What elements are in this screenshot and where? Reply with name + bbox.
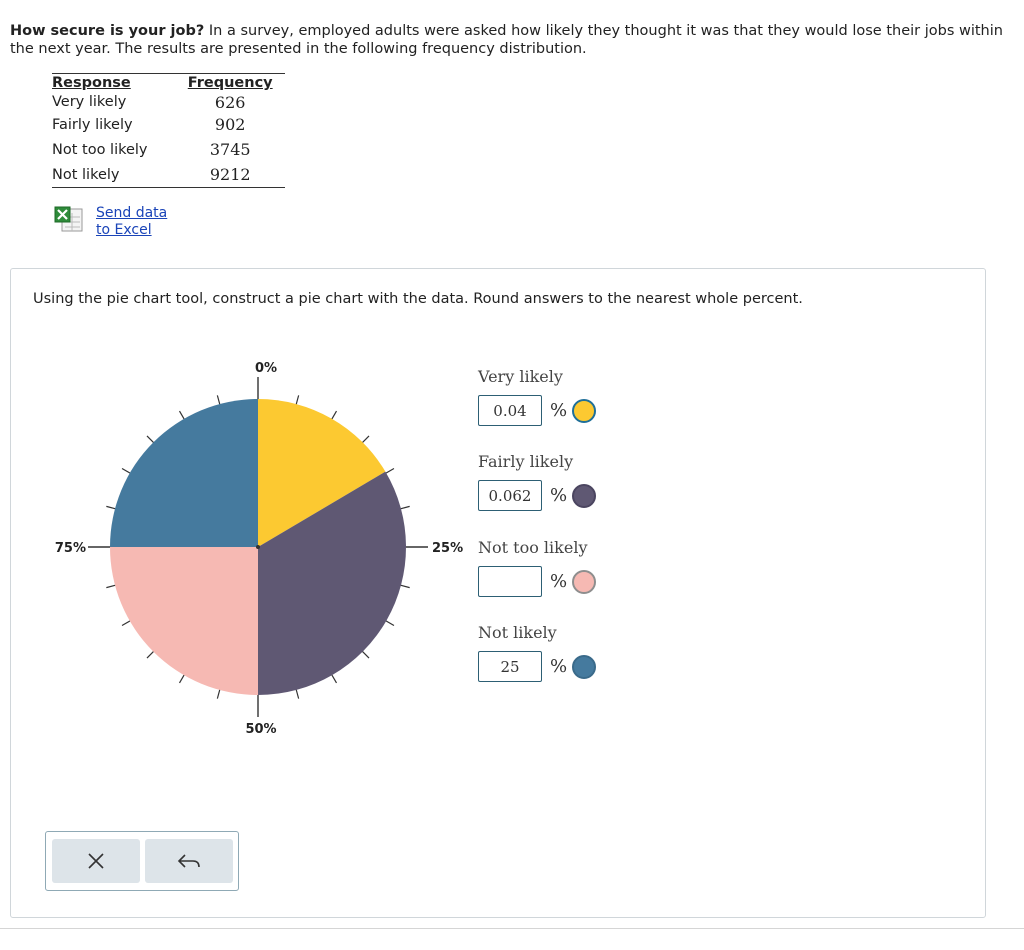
pie-chart[interactable]: 0% 50% 75% 25% [11, 269, 471, 749]
pie-tick [295, 688, 300, 699]
send-to-excel-link[interactable]: Send data to Excel [54, 205, 167, 239]
percent-sign: % [550, 485, 568, 506]
clear-button[interactable] [52, 839, 140, 883]
pie-tick [216, 395, 221, 406]
legend-not-too-likely: Not too likely % [478, 538, 596, 597]
legend-label: Not likely [478, 623, 557, 642]
percent-sign: % [550, 400, 568, 421]
pie-toolbar [45, 831, 239, 891]
color-swatch[interactable] [572, 483, 596, 508]
pie-slice-very-likely[interactable] [258, 399, 386, 547]
table-header-row: Response Frequency [52, 73, 285, 92]
fairly-likely-percent-input[interactable] [478, 480, 542, 511]
pie-tick [178, 674, 186, 684]
pie-tick [106, 584, 117, 589]
legend-very-likely: Very likely % [478, 367, 596, 426]
pie-center-dot [256, 545, 260, 549]
pie-tick [146, 435, 155, 444]
footer-divider [0, 928, 1024, 929]
pie-tick [399, 505, 410, 510]
excel-icon [54, 206, 83, 232]
pie-tick [121, 467, 131, 475]
excel-link-line2[interactable]: to Excel [96, 222, 152, 238]
table-row: Not likely 9212 [52, 162, 285, 188]
instructions: Using the pie chart tool, construct a pi… [33, 291, 803, 307]
frequency-cell: 9212 [175, 162, 285, 188]
close-icon [88, 853, 104, 869]
frequency-cell: 902 [214, 115, 246, 134]
legend-label: Not too likely [478, 538, 588, 557]
not-likely-percent-input[interactable] [478, 651, 542, 682]
question-title: How secure is your job? [10, 23, 205, 39]
axis-label-25: 25% [432, 541, 463, 556]
axis-label-50: 50% [245, 722, 276, 737]
header-frequency: Frequency [175, 73, 285, 92]
very-likely-percent-input[interactable] [478, 395, 542, 426]
pie-tick [385, 467, 395, 475]
pie-tick [385, 619, 395, 627]
question-text: How secure is your job? In a survey, emp… [10, 22, 1010, 58]
pie-tick [330, 410, 338, 420]
undo-button[interactable] [145, 839, 233, 883]
pie-tick [121, 619, 131, 627]
table-row: Not too likely 3745 [52, 137, 285, 162]
pie-slice-not-too-likely[interactable] [110, 547, 258, 695]
undo-icon [177, 854, 200, 868]
legend-not-likely: Not likely % [478, 623, 596, 682]
table-row: Fairly likely 902 [52, 112, 285, 137]
pie-tick [361, 435, 370, 444]
pie-tick [146, 650, 155, 659]
frequency-table: Response Frequency Very likely 626 Fairl… [52, 73, 285, 188]
response-cell: Fairly likely [52, 116, 133, 133]
pie-slice-not-likely[interactable] [110, 399, 258, 547]
question-body: In a survey, employed adults were asked … [10, 23, 1003, 57]
axis-label-75: 75% [55, 541, 86, 556]
pie-tick [178, 410, 186, 420]
table-row: Very likely 626 [52, 92, 285, 112]
response-cell: Not likely [52, 162, 176, 188]
color-swatch[interactable] [572, 569, 596, 594]
legend-fairly-likely: Fairly likely % [478, 452, 596, 511]
legend-label: Very likely [478, 367, 563, 386]
pie-tick [330, 674, 338, 684]
legend-label: Fairly likely [478, 452, 574, 471]
frequency-cell: 3745 [209, 140, 251, 159]
percent-sign: % [550, 656, 568, 677]
not-too-likely-percent-input[interactable] [478, 566, 542, 597]
excel-link-line1[interactable]: Send data [96, 205, 168, 221]
response-cell: Very likely [52, 94, 127, 110]
color-swatch[interactable] [572, 654, 596, 679]
header-response: Response [52, 73, 176, 92]
pie-tick [399, 584, 410, 589]
frequency-cell: 626 [214, 92, 246, 112]
pie-tick [361, 650, 370, 659]
axis-label-0: 0% [255, 361, 277, 376]
pie-slice-fairly-likely[interactable] [258, 471, 407, 695]
pie-tick [216, 688, 221, 699]
pie-chart-tool-panel: Using the pie chart tool, construct a pi… [10, 268, 986, 918]
response-cell: Not too likely [52, 141, 148, 158]
pie-tick [106, 505, 117, 510]
percent-sign: % [550, 571, 568, 592]
pie-tick [295, 395, 300, 406]
color-swatch[interactable] [572, 398, 596, 423]
